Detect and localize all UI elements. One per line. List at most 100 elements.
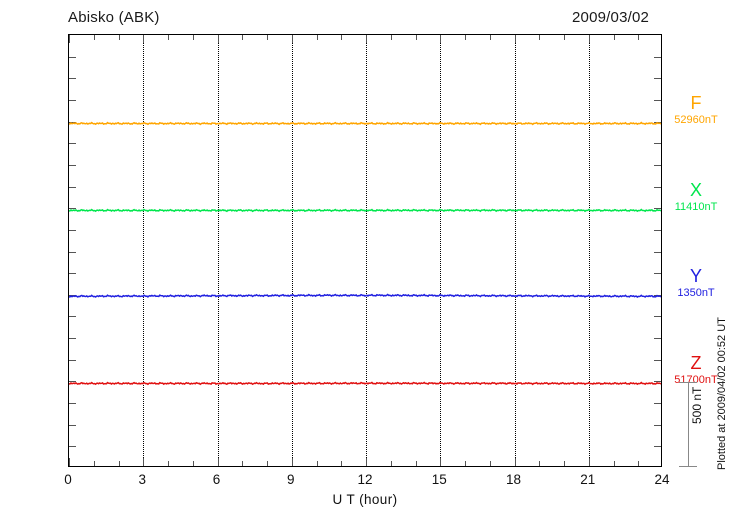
x-tick-top bbox=[217, 35, 219, 43]
x-tick-top bbox=[465, 35, 466, 40]
grid-line-vertical bbox=[143, 35, 145, 466]
component-label-x: X 11410nT bbox=[662, 181, 730, 214]
component-baseline-value: 11410nT bbox=[674, 201, 718, 213]
y-tick-left bbox=[69, 121, 76, 123]
x-tick-top bbox=[415, 35, 417, 40]
trace-f bbox=[69, 119, 661, 128]
scale-bar-line bbox=[688, 382, 689, 467]
x-tick-bottom bbox=[440, 458, 442, 466]
x-tick-bottom bbox=[564, 461, 565, 466]
component-baseline-value: 1350nT bbox=[677, 287, 715, 299]
grid-line-vertical bbox=[588, 35, 590, 466]
x-tick-label: 12 bbox=[357, 472, 373, 487]
y-tick-left bbox=[69, 99, 76, 101]
chart-date: 2009/03/02 bbox=[572, 9, 650, 26]
x-tick-top bbox=[390, 35, 392, 40]
y-tick-right bbox=[654, 424, 661, 426]
x-tick-bottom bbox=[168, 461, 169, 466]
x-tick-bottom bbox=[242, 461, 244, 466]
x-tick-top bbox=[118, 35, 120, 40]
y-tick-left bbox=[69, 186, 76, 188]
x-tick-top bbox=[564, 35, 565, 40]
component-baseline-value: 51700nT bbox=[674, 374, 718, 386]
component-symbol: X bbox=[689, 180, 702, 200]
y-tick-right bbox=[654, 359, 661, 361]
y-tick-right bbox=[654, 56, 661, 58]
component-label-f: F 52960nT bbox=[662, 94, 730, 127]
x-tick-bottom bbox=[465, 461, 466, 466]
x-tick-label: 21 bbox=[580, 472, 596, 487]
y-tick-left bbox=[69, 164, 76, 166]
x-tick-top bbox=[613, 35, 615, 40]
x-tick-top bbox=[143, 35, 145, 43]
x-tick-bottom bbox=[341, 461, 343, 466]
component-label-y: Y 1350nT bbox=[662, 267, 730, 300]
y-tick-right bbox=[654, 78, 661, 80]
x-tick-label: 6 bbox=[212, 472, 221, 487]
y-tick-left bbox=[69, 359, 76, 361]
x-tick-bottom bbox=[267, 461, 268, 466]
y-tick-left bbox=[69, 143, 76, 145]
magnetogram-plot bbox=[68, 34, 662, 467]
grid-line-vertical bbox=[440, 35, 442, 466]
x-tick-top bbox=[366, 35, 367, 43]
y-tick-right bbox=[654, 338, 661, 340]
y-tick-left bbox=[69, 56, 76, 58]
y-tick-right bbox=[654, 143, 661, 145]
x-tick-label: 9 bbox=[286, 472, 295, 487]
y-tick-left bbox=[69, 273, 76, 275]
x-tick-bottom bbox=[118, 461, 120, 466]
x-tick-top bbox=[168, 35, 169, 40]
x-tick-bottom bbox=[366, 458, 367, 466]
x-tick-top bbox=[242, 35, 244, 40]
x-tick-bottom bbox=[588, 458, 590, 466]
y-tick-right bbox=[654, 446, 661, 448]
x-tick-bottom bbox=[415, 461, 417, 466]
y-tick-right bbox=[654, 251, 661, 253]
x-tick-top bbox=[93, 35, 95, 40]
scale-bar-bottom-cap bbox=[679, 466, 697, 467]
x-tick-bottom bbox=[69, 458, 70, 466]
x-tick-top bbox=[267, 35, 268, 40]
x-tick-bottom bbox=[514, 458, 516, 466]
x-tick-top bbox=[638, 35, 640, 40]
x-tick-top bbox=[489, 35, 491, 40]
x-tick-bottom bbox=[390, 461, 392, 466]
page-title: Abisko (ABK) bbox=[68, 9, 160, 26]
component-symbol: Z bbox=[690, 353, 702, 373]
y-tick-right bbox=[654, 99, 661, 101]
y-tick-right bbox=[654, 316, 661, 318]
x-tick-top bbox=[341, 35, 343, 40]
y-tick-right bbox=[654, 403, 661, 405]
y-tick-right bbox=[654, 229, 661, 231]
x-tick-label: 0 bbox=[64, 472, 72, 487]
x-tick-bottom bbox=[539, 461, 541, 466]
x-tick-bottom bbox=[93, 461, 95, 466]
y-tick-left bbox=[69, 78, 76, 80]
x-tick-top bbox=[316, 35, 318, 40]
y-tick-left bbox=[69, 251, 76, 253]
y-tick-left bbox=[69, 338, 76, 340]
y-tick-left bbox=[69, 424, 76, 426]
y-tick-left bbox=[69, 208, 76, 210]
y-tick-left bbox=[69, 229, 76, 231]
y-tick-left bbox=[69, 316, 76, 318]
x-tick-top bbox=[588, 35, 590, 43]
component-label-z: Z 51700nT bbox=[662, 354, 730, 387]
x-tick-label: 15 bbox=[431, 472, 447, 487]
x-tick-label: 18 bbox=[505, 472, 522, 487]
x-tick-bottom bbox=[638, 461, 640, 466]
x-axis-title: U T (hour) bbox=[332, 492, 398, 507]
y-tick-right bbox=[654, 186, 661, 188]
x-tick-bottom bbox=[291, 458, 293, 466]
x-tick-bottom bbox=[143, 458, 145, 466]
x-tick-bottom bbox=[316, 461, 318, 466]
scale-bar-label: 500 nT bbox=[690, 386, 704, 424]
y-tick-left bbox=[69, 403, 76, 405]
x-tick-bottom bbox=[217, 458, 219, 466]
component-baseline-value: 52960nT bbox=[674, 114, 718, 126]
grid-line-vertical bbox=[366, 35, 367, 466]
x-tick-label: 3 bbox=[138, 472, 147, 487]
y-tick-left bbox=[69, 446, 76, 448]
trace-z bbox=[69, 379, 661, 388]
